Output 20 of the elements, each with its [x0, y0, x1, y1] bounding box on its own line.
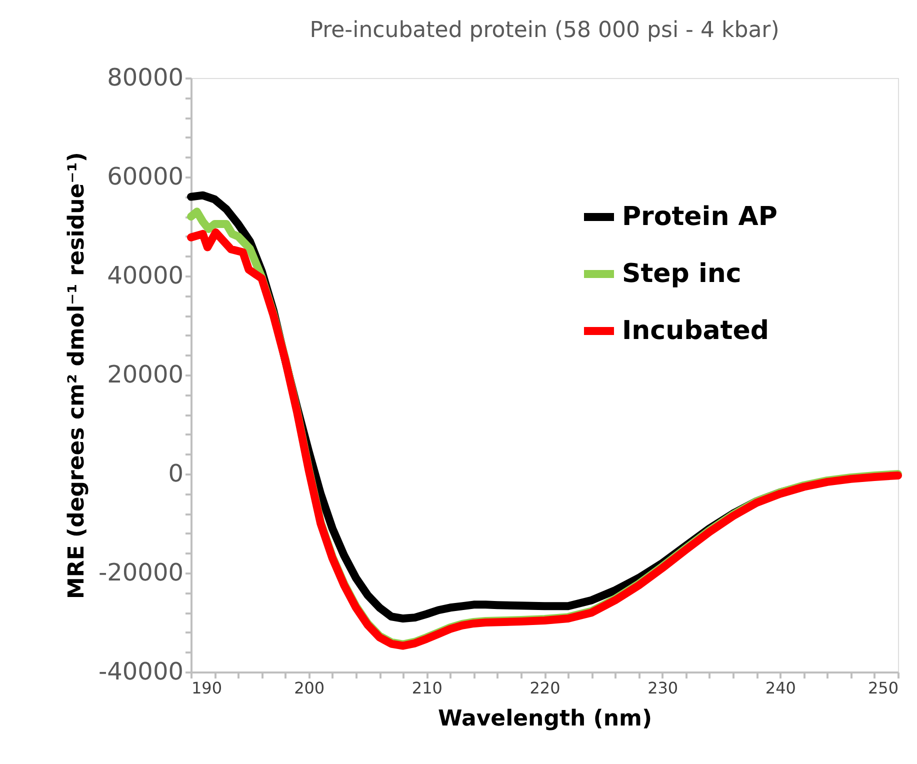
y-axis-title: MRE (degrees cm² dmol⁻¹ residue⁻¹) [64, 152, 90, 599]
legend-label: Step inc [622, 259, 742, 289]
x-tick-label: 210 [412, 678, 442, 698]
x-tick-label: 190 [192, 678, 222, 698]
x-tick-label: 230 [648, 678, 678, 698]
y-tick-label: 40000 [107, 262, 184, 290]
y-tick-label: -20000 [98, 558, 184, 586]
x-tick-label: 250 [868, 678, 898, 698]
x-axis-title: Wavelength (nm) [438, 706, 652, 732]
legend-label: Incubated [622, 316, 769, 346]
y-tick-label: -40000 [98, 658, 184, 686]
chart-title: Pre-incubated protein (58 000 psi - 4 kbar) [310, 18, 780, 43]
y-tick-label: 20000 [107, 360, 184, 388]
x-tick-label: 200 [294, 678, 325, 698]
y-tick-label: 60000 [107, 162, 184, 190]
y-tick-label: 80000 [107, 64, 184, 92]
x-tick-label: 220 [530, 678, 560, 698]
y-tick-label: 0 [168, 460, 184, 488]
x-tick-label: 240 [765, 678, 796, 698]
legend-label: Protein AP [622, 202, 778, 232]
